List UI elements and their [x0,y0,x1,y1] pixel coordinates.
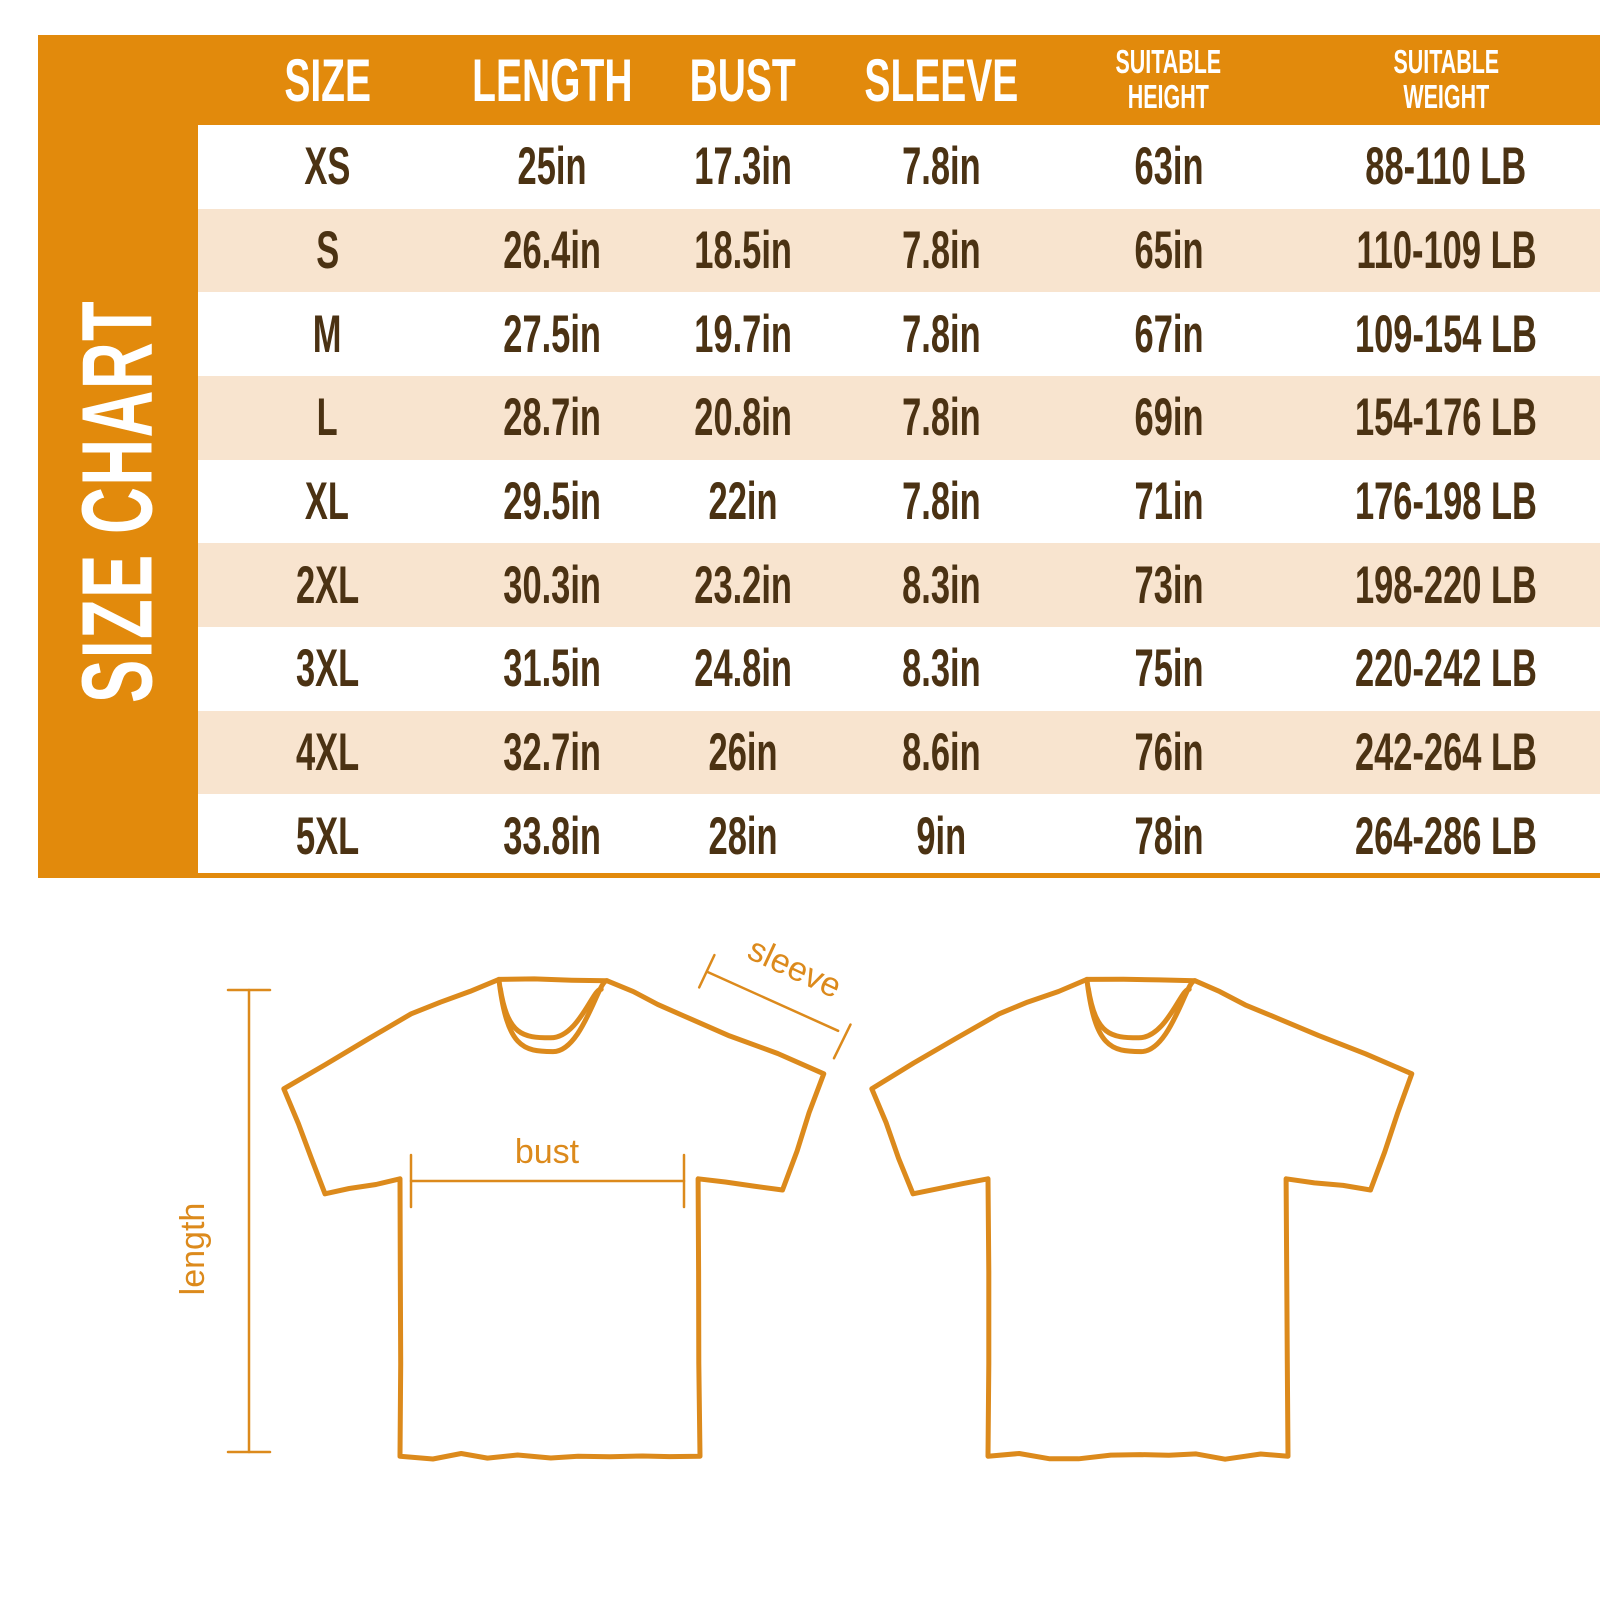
svg-text:length: length [174,1203,212,1296]
svg-text:bust: bust [515,1133,580,1171]
